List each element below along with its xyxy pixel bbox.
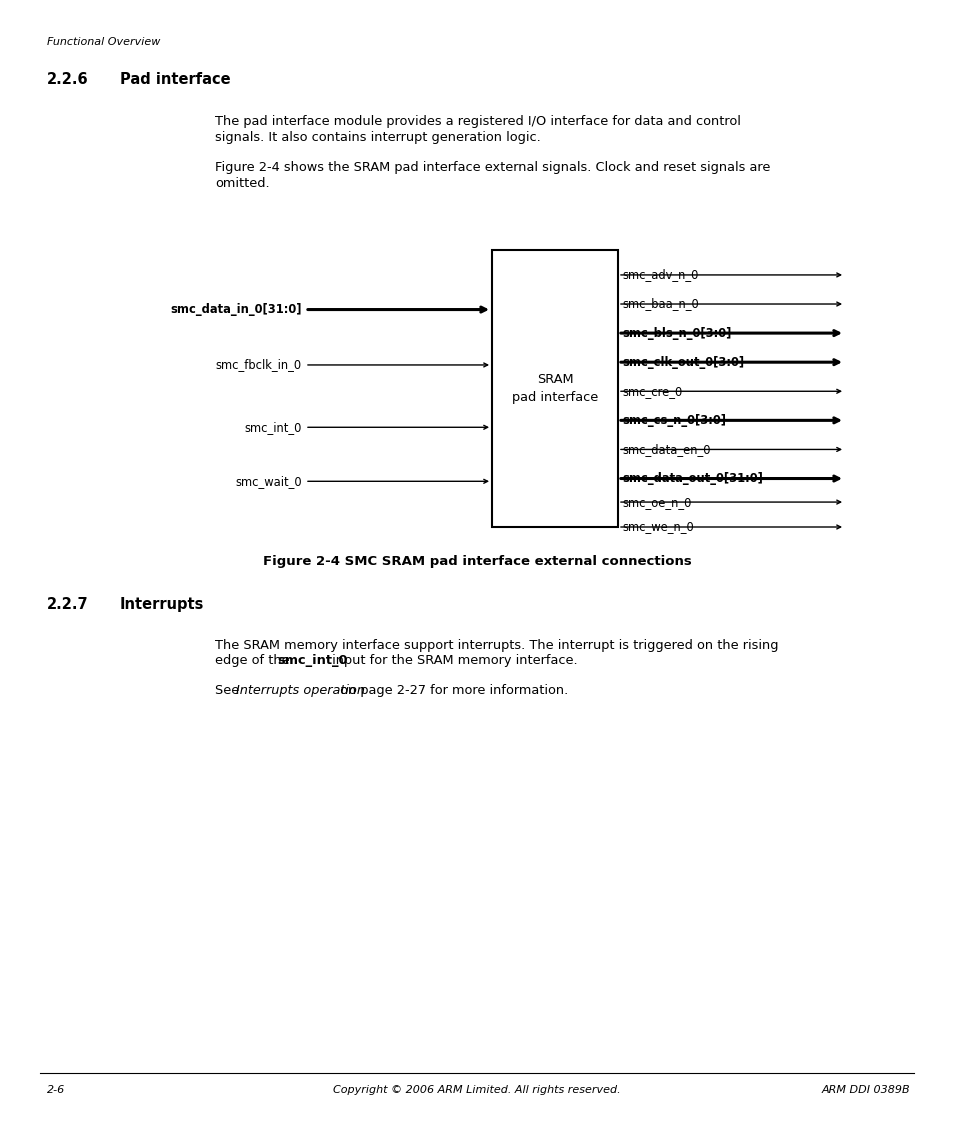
- Text: 2-6: 2-6: [47, 1085, 65, 1095]
- Text: smc_cs_n_0[3:0]: smc_cs_n_0[3:0]: [621, 413, 725, 427]
- Text: The SRAM memory interface support interrupts. The interrupt is triggered on the : The SRAM memory interface support interr…: [214, 639, 778, 652]
- Text: Interrupts: Interrupts: [120, 597, 204, 611]
- Text: Figure 2-4 shows the SRAM pad interface external signals. Clock and reset signal: Figure 2-4 shows the SRAM pad interface …: [214, 161, 770, 174]
- Text: smc_wait_0: smc_wait_0: [235, 475, 302, 488]
- Text: smc_int_0: smc_int_0: [277, 654, 347, 668]
- Text: smc_data_in_0[31:0]: smc_data_in_0[31:0]: [171, 303, 302, 316]
- Text: smc_int_0: smc_int_0: [244, 420, 302, 434]
- Text: Functional Overview: Functional Overview: [47, 37, 160, 47]
- Text: smc_adv_n_0: smc_adv_n_0: [621, 268, 698, 282]
- Text: 2.2.7: 2.2.7: [47, 597, 89, 611]
- Text: pad interface: pad interface: [512, 390, 598, 404]
- Text: SRAM: SRAM: [537, 373, 573, 386]
- Text: smc_fbclk_in_0: smc_fbclk_in_0: [215, 358, 302, 371]
- Text: edge of the: edge of the: [214, 654, 294, 668]
- Text: Figure 2-4 SMC SRAM pad interface external connections: Figure 2-4 SMC SRAM pad interface extern…: [262, 555, 691, 568]
- Text: smc_oe_n_0: smc_oe_n_0: [621, 496, 691, 508]
- Text: Copyright © 2006 ARM Limited. All rights reserved.: Copyright © 2006 ARM Limited. All rights…: [333, 1085, 620, 1095]
- Text: ARM DDI 0389B: ARM DDI 0389B: [821, 1085, 909, 1095]
- Text: See: See: [214, 684, 243, 697]
- Text: smc_cre_0: smc_cre_0: [621, 385, 681, 397]
- Text: smc_data_out_0[31:0]: smc_data_out_0[31:0]: [621, 472, 762, 485]
- Text: Interrupts operation: Interrupts operation: [235, 684, 364, 697]
- Bar: [492, 250, 618, 527]
- Text: input for the SRAM memory interface.: input for the SRAM memory interface.: [327, 654, 577, 668]
- Text: Pad interface: Pad interface: [120, 72, 231, 87]
- Text: The pad interface module provides a registered I/O interface for data and contro: The pad interface module provides a regi…: [214, 114, 740, 128]
- Text: signals. It also contains interrupt generation logic.: signals. It also contains interrupt gene…: [214, 131, 540, 144]
- Text: 2.2.6: 2.2.6: [47, 72, 89, 87]
- Text: smc_clk_out_0[3:0]: smc_clk_out_0[3:0]: [621, 356, 743, 369]
- Text: omitted.: omitted.: [214, 177, 270, 190]
- Text: smc_data_en_0: smc_data_en_0: [621, 443, 710, 456]
- Text: on page 2-27 for more information.: on page 2-27 for more information.: [335, 684, 568, 697]
- Text: smc_baa_n_0: smc_baa_n_0: [621, 298, 698, 310]
- Text: smc_we_n_0: smc_we_n_0: [621, 521, 693, 534]
- Text: smc_bls_n_0[3:0]: smc_bls_n_0[3:0]: [621, 326, 731, 340]
